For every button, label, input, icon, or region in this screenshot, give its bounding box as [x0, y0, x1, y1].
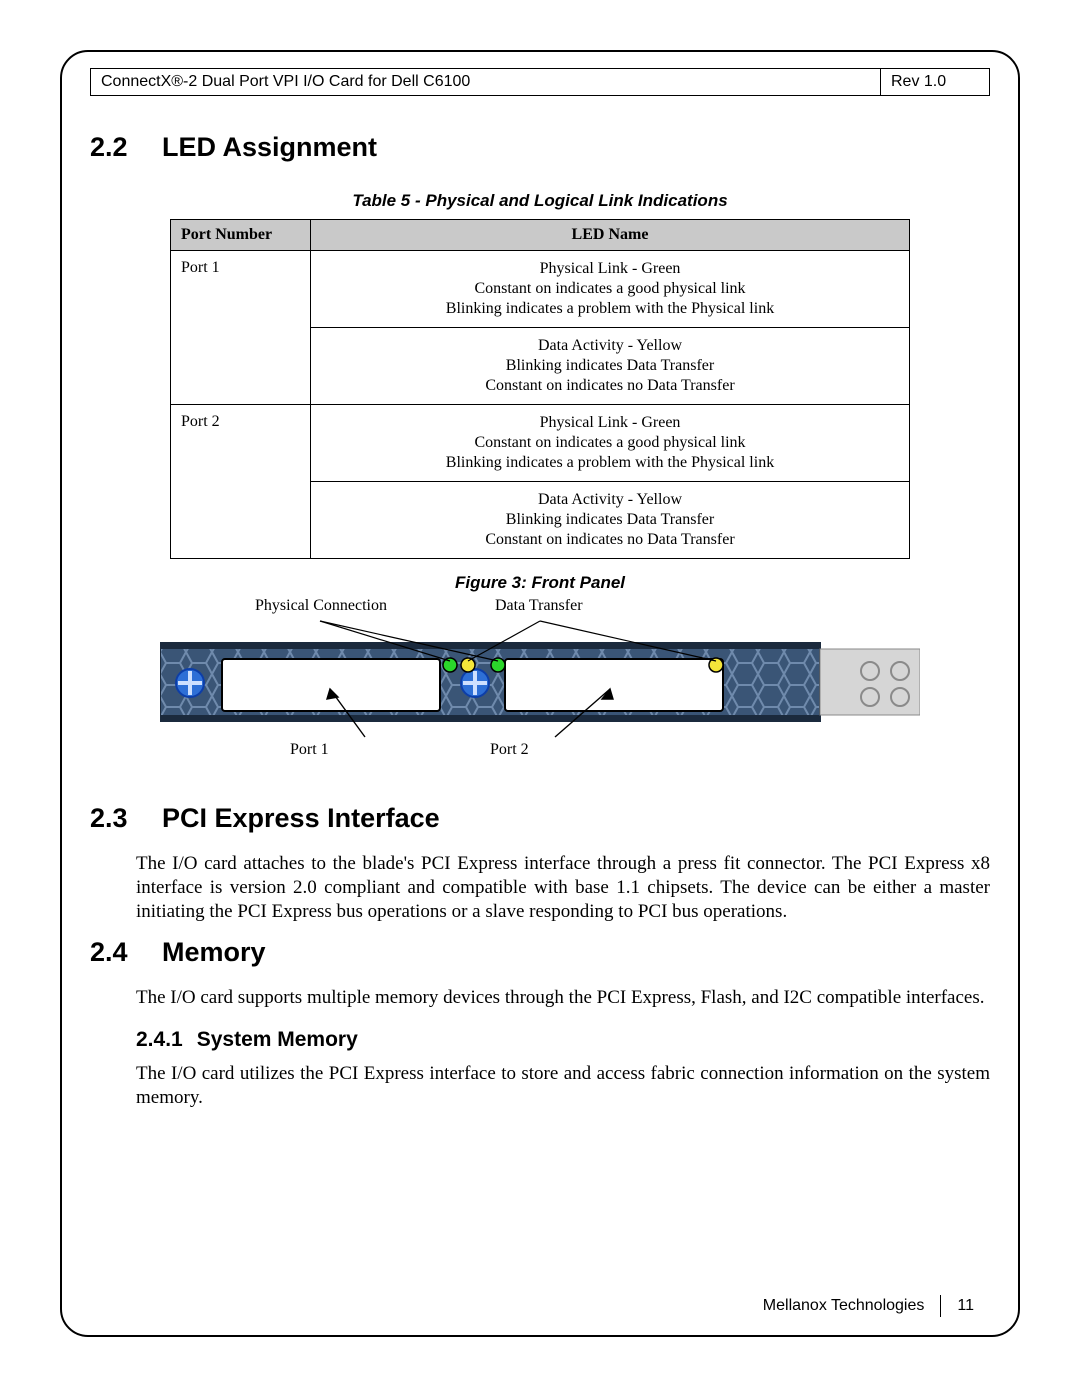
heading-number: 2.2 [90, 132, 142, 163]
table5-r1-a: Physical Link - Green Constant on indica… [311, 405, 910, 482]
header-rev: Rev 1.0 [880, 68, 990, 96]
heading-number: 2.4 [90, 937, 142, 968]
header-title: ConnectX®-2 Dual Port VPI I/O Card for D… [90, 68, 880, 96]
table5-col2: LED Name [311, 220, 910, 251]
heading-2-3: 2.3 PCI Express Interface [90, 803, 990, 834]
page-footer: Mellanox Technologies 11 [90, 1295, 990, 1317]
footer-company: Mellanox Technologies [747, 1297, 941, 1315]
heading-text: LED Assignment [162, 132, 377, 163]
figure3-svg [160, 619, 920, 739]
fig3-label-phys: Physical Connection [255, 597, 387, 615]
heading-number: 2.3 [90, 803, 142, 834]
table-row: Port 1 Physical Link - Green Constant on… [171, 251, 910, 328]
heading-2-2: 2.2 LED Assignment [90, 132, 990, 163]
heading-text: PCI Express Interface [162, 803, 440, 834]
heading-2-4-1: 2.4.1 System Memory [136, 1028, 990, 1052]
fig3-label-port1: Port 1 [290, 741, 329, 759]
heading-text: Memory [162, 937, 266, 968]
heading-number: 2.4.1 [136, 1028, 183, 1052]
figure3: Physical Connection Data Transfer [160, 597, 920, 769]
heading-2-4: 2.4 Memory [90, 937, 990, 968]
page-frame: ConnectX®-2 Dual Port VPI I/O Card for D… [60, 50, 1020, 1337]
table5-r1-b: Data Activity - Yellow Blinking indicate… [311, 482, 910, 559]
table5-r0-b: Data Activity - Yellow Blinking indicate… [311, 328, 910, 405]
heading-text: System Memory [197, 1028, 358, 1052]
para-2-4-1: The I/O card utilizes the PCI Express in… [136, 1062, 990, 1110]
table5-r1-port: Port 2 [171, 405, 311, 559]
page-header: ConnectX®-2 Dual Port VPI I/O Card for D… [90, 68, 990, 96]
table5-r0-a: Physical Link - Green Constant on indica… [311, 251, 910, 328]
table5: Port Number LED Name Port 1 Physical Lin… [170, 219, 910, 559]
table5-r0-port: Port 1 [171, 251, 311, 405]
screw-icon [176, 669, 204, 697]
footer-page-number: 11 [941, 1297, 990, 1315]
fig3-label-data: Data Transfer [495, 597, 583, 615]
table-row: Port 2 Physical Link - Green Constant on… [171, 405, 910, 482]
para-2-3: The I/O card attaches to the blade's PCI… [136, 852, 990, 923]
table5-caption: Table 5 - Physical and Logical Link Indi… [90, 191, 990, 211]
figure3-caption: Figure 3: Front Panel [90, 573, 990, 593]
para-2-4: The I/O card supports multiple memory de… [136, 986, 990, 1010]
screw-icon [461, 669, 489, 697]
page-content: 2.2 LED Assignment Table 5 - Physical an… [90, 122, 990, 1265]
table5-col1: Port Number [171, 220, 311, 251]
fig3-label-port2: Port 2 [490, 741, 529, 759]
